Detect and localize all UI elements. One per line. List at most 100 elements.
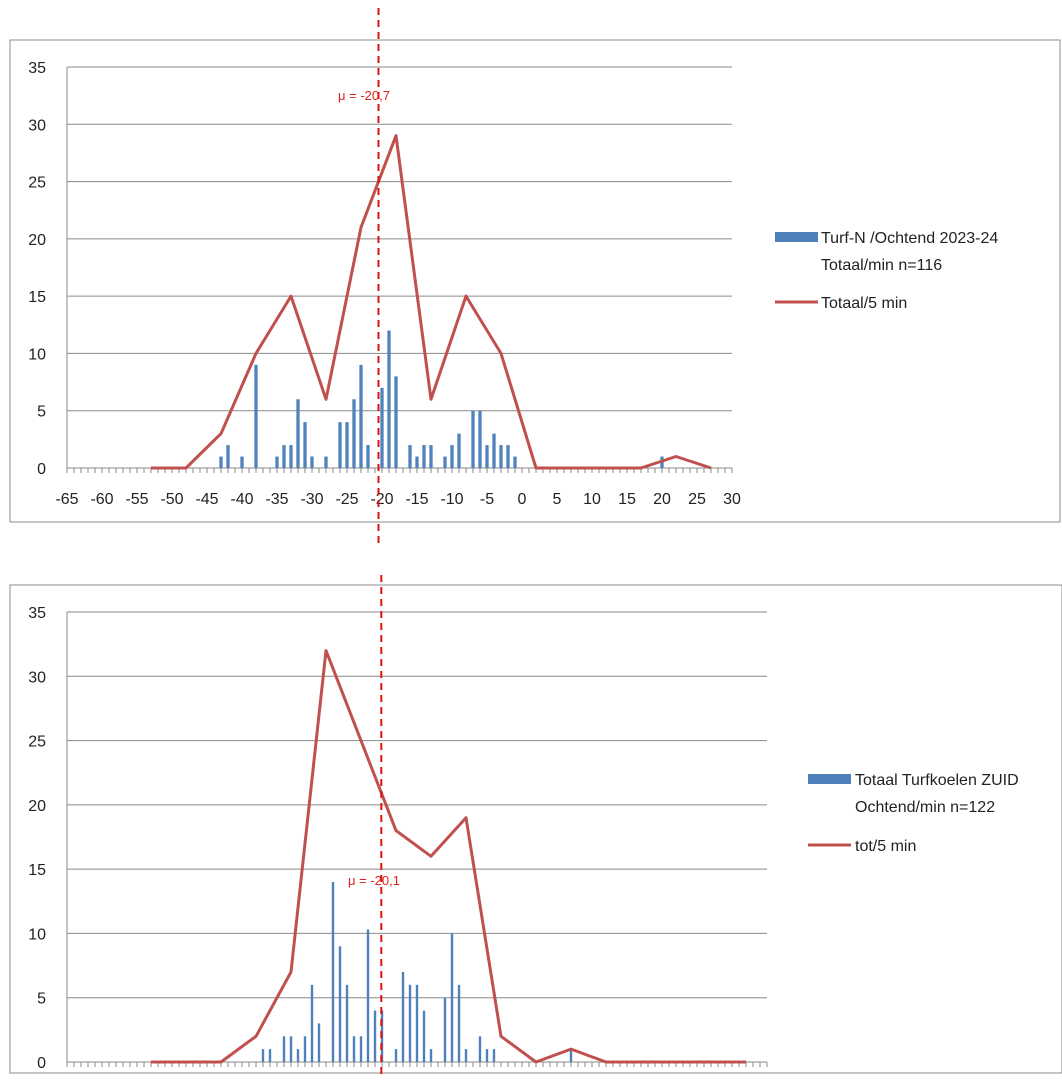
x-tick-label: -45 xyxy=(195,491,218,508)
bar xyxy=(296,399,299,468)
x-tick-label: -20 xyxy=(370,491,393,508)
y-tick-label: 10 xyxy=(28,926,46,943)
bar xyxy=(380,388,383,468)
bar xyxy=(429,445,432,468)
x-tick-label: -30 xyxy=(300,491,323,508)
bar xyxy=(283,1036,285,1062)
bar xyxy=(289,445,292,468)
legend-bar-label-line2: Totaal/min n=116 xyxy=(821,257,942,274)
bar xyxy=(492,434,495,468)
x-tick-label: -25 xyxy=(335,491,358,508)
legend-line-label: tot/5 min xyxy=(855,838,916,855)
x-tick-label: 0 xyxy=(518,491,527,508)
bar xyxy=(478,411,481,468)
x-tick-label: -35 xyxy=(265,491,288,508)
bar xyxy=(303,422,306,468)
x-tick-label: 30 xyxy=(723,491,741,508)
bar xyxy=(479,1036,481,1062)
legend-bar-label: Turf-N /Ochtend 2023-24 xyxy=(821,230,998,247)
bar xyxy=(444,998,446,1062)
bar xyxy=(275,457,278,468)
y-tick-label: 5 xyxy=(37,991,46,1008)
x-tick-label: -50 xyxy=(160,491,183,508)
bar xyxy=(304,1036,306,1062)
bar xyxy=(423,1011,425,1062)
bar xyxy=(324,457,327,468)
bar xyxy=(219,457,222,468)
bar xyxy=(395,1049,397,1062)
bar xyxy=(345,422,348,468)
y-tick-label: 15 xyxy=(28,289,46,306)
y-tick-label: 30 xyxy=(28,669,46,686)
x-tick-label: -5 xyxy=(480,491,494,508)
y-tick-label: 35 xyxy=(28,60,46,77)
x-tick-label: -55 xyxy=(125,491,148,508)
bar xyxy=(282,445,285,468)
bar xyxy=(318,1023,320,1062)
x-tick-label: 15 xyxy=(618,491,636,508)
y-tick-label: 35 xyxy=(28,605,46,622)
chart-frame xyxy=(10,585,1062,1073)
bar xyxy=(402,972,404,1062)
bar xyxy=(352,399,355,468)
bar xyxy=(458,985,460,1062)
bar xyxy=(359,365,362,468)
bar xyxy=(451,933,453,1062)
bar xyxy=(471,411,474,468)
y-tick-label: 20 xyxy=(28,798,46,815)
y-tick-label: 15 xyxy=(28,862,46,879)
bar xyxy=(457,434,460,468)
bar xyxy=(269,1049,271,1062)
bar xyxy=(506,445,509,468)
bar xyxy=(450,445,453,468)
y-tick-label: 5 xyxy=(37,404,46,421)
y-tick-label: 25 xyxy=(28,175,46,192)
bar xyxy=(485,445,488,468)
x-tick-label: 5 xyxy=(553,491,562,508)
bar xyxy=(254,365,257,468)
bar xyxy=(409,985,411,1062)
legend-bar-swatch xyxy=(808,774,851,784)
bar xyxy=(422,445,425,468)
bar xyxy=(226,445,229,468)
y-tick-label: 0 xyxy=(37,461,46,478)
bar xyxy=(374,1011,376,1062)
y-tick-label: 25 xyxy=(28,734,46,751)
bar xyxy=(570,1049,572,1062)
bar xyxy=(394,376,397,468)
bar xyxy=(297,1049,299,1062)
bar xyxy=(339,946,341,1062)
bar xyxy=(493,1049,495,1062)
bar xyxy=(367,930,369,1062)
bar xyxy=(499,445,502,468)
mean-label: μ = -20,7 xyxy=(338,88,390,103)
bar xyxy=(387,331,390,468)
bar xyxy=(338,422,341,468)
legend-bar-label: Totaal Turfkoelen ZUID xyxy=(855,772,1019,789)
legend-bar-swatch xyxy=(775,232,818,242)
mean-label: μ = -20,1 xyxy=(348,873,400,888)
chart-frame xyxy=(10,40,1060,522)
x-tick-label: 20 xyxy=(653,491,671,508)
legend-line-label: Totaal/5 min xyxy=(821,295,907,312)
bar xyxy=(486,1049,488,1062)
bar xyxy=(360,1036,362,1062)
bar xyxy=(332,882,334,1062)
y-tick-label: 20 xyxy=(28,232,46,249)
x-tick-label: 25 xyxy=(688,491,706,508)
x-tick-label: -15 xyxy=(405,491,428,508)
y-tick-label: 30 xyxy=(28,117,46,134)
chart-2: 05101520253035-65-60-55-50-45-40-35-30-2… xyxy=(10,575,1062,1079)
y-tick-label: 0 xyxy=(37,1055,46,1072)
bar xyxy=(290,1036,292,1062)
bar xyxy=(408,445,411,468)
bar xyxy=(430,1049,432,1062)
bar xyxy=(465,1049,467,1062)
bar xyxy=(311,985,313,1062)
x-tick-label: 10 xyxy=(583,491,601,508)
x-tick-label: -60 xyxy=(90,491,113,508)
legend-bar-label-line2: Ochtend/min n=122 xyxy=(855,799,995,816)
bar xyxy=(443,457,446,468)
